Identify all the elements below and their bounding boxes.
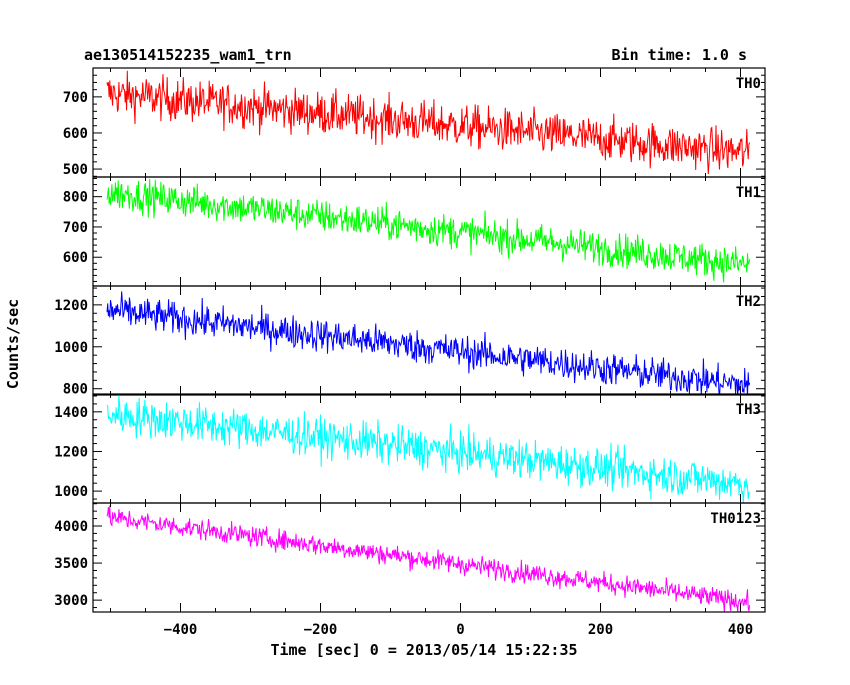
y-tick-label: 600 bbox=[63, 126, 88, 142]
y-tick-label: 800 bbox=[63, 382, 88, 398]
y-tick-label: 3500 bbox=[54, 556, 88, 572]
series-line-th1 bbox=[106, 179, 751, 283]
panel-label-th0: TH0 bbox=[736, 76, 761, 92]
panel-label-th3: TH3 bbox=[736, 402, 761, 418]
y-tick-label: 1400 bbox=[54, 405, 88, 421]
y-tick-label: 4000 bbox=[54, 519, 88, 535]
y-tick-label: 600 bbox=[63, 250, 88, 266]
y-tick-label: 800 bbox=[63, 190, 88, 206]
x-tick-label: 0 bbox=[456, 622, 464, 638]
series-line-th0123 bbox=[106, 505, 751, 612]
panel-frame bbox=[92, 393, 766, 504]
panel-label-th0123: TH0123 bbox=[710, 511, 761, 527]
series-line-th2 bbox=[106, 291, 751, 395]
x-tick-label: 200 bbox=[588, 622, 613, 638]
panel-th3: 1000 1200 1400 TH3 bbox=[54, 393, 766, 504]
panel-th2: 800 1000 1200 TH2 bbox=[54, 285, 766, 398]
panel-frame bbox=[92, 285, 766, 396]
y-tick-label: 500 bbox=[63, 162, 88, 178]
panel-frame bbox=[92, 502, 766, 613]
x-axis-label: Time [sec] 0 = 2013/05/14 15:22:35 bbox=[270, 641, 577, 659]
panel-label-th1: TH1 bbox=[736, 185, 761, 201]
y-tick-label: 1200 bbox=[54, 444, 88, 460]
y-tick-label: 3000 bbox=[54, 593, 88, 609]
series-line-th0 bbox=[106, 70, 751, 174]
x-tick-label: −400 bbox=[164, 622, 198, 638]
series-line-th3 bbox=[106, 395, 750, 503]
y-tick-label: 1200 bbox=[54, 298, 88, 314]
y-tick-label: 1000 bbox=[54, 484, 88, 500]
bin-time-label: Bin time: 1.0 s bbox=[612, 46, 747, 64]
panel-label-th2: TH2 bbox=[736, 294, 761, 310]
y-axis-label: Counts/sec bbox=[4, 299, 22, 389]
y-tick-label: 1000 bbox=[54, 340, 88, 356]
x-tick-label: −200 bbox=[304, 622, 338, 638]
panel-th0: 500 600 700 TH0 bbox=[63, 67, 766, 178]
chart-title: ae130514152235_wam1_trn bbox=[84, 46, 292, 64]
y-tick-label: 700 bbox=[63, 220, 88, 236]
y-tick-label: 700 bbox=[63, 90, 88, 106]
panel-th0123: 3000 3500 4000 TH0123 −400 −200 0 200 400 bbox=[54, 502, 766, 638]
panels-group: 500 600 700 TH0 600 700 800 TH1 800 1000 1200 TH2 10… bbox=[54, 67, 766, 638]
panel-frame bbox=[92, 67, 766, 178]
panel-th1: 600 700 800 TH1 bbox=[63, 176, 766, 287]
x-tick-label: 400 bbox=[728, 622, 753, 638]
